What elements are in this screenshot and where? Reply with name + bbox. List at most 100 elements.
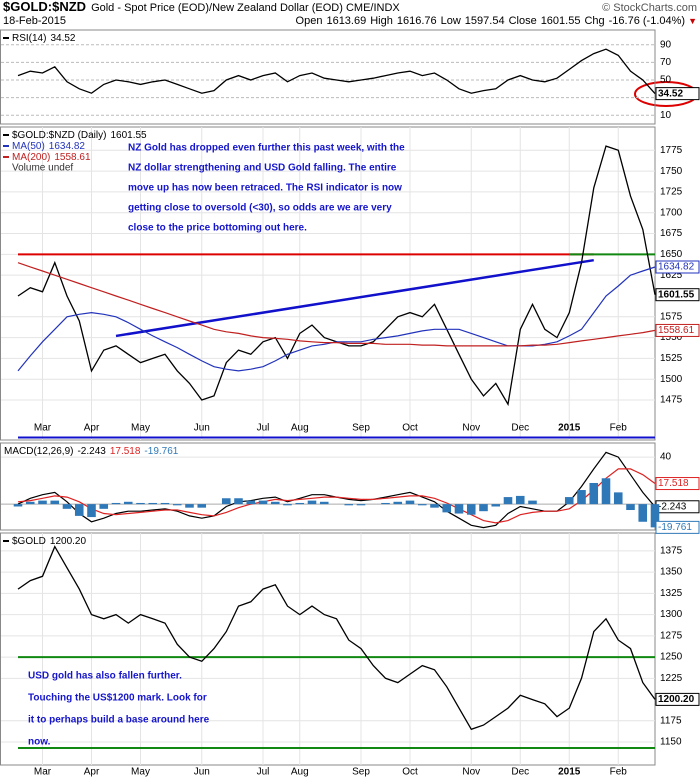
x-tick-label: May <box>131 767 150 778</box>
series-line <box>17 48 656 95</box>
y-tick-label: 1325 <box>660 588 683 599</box>
histogram-bar <box>87 504 96 518</box>
histogram-bar <box>185 504 194 508</box>
histogram-bar <box>626 504 635 511</box>
value-box <box>655 260 700 274</box>
annotation: USD gold has also fallen further. <box>28 671 182 682</box>
legend-value: -2.243 <box>77 446 106 457</box>
histogram-bar <box>234 498 243 505</box>
histogram-bar <box>123 501 133 505</box>
histogram-bar <box>295 502 305 505</box>
y-tick-label: 1175 <box>660 715 682 726</box>
y-tick-label: 1500 <box>660 374 683 385</box>
value-label: 1200.20 <box>658 694 695 705</box>
x-tick-label: Dec <box>511 423 529 434</box>
legend-value: 1200.20 <box>50 536 87 547</box>
legend-value: 1558.61 <box>54 152 91 163</box>
histogram-bar <box>38 500 47 505</box>
annotation: close to the price bottoming out here. <box>128 223 307 234</box>
value-box <box>655 477 700 491</box>
x-tick-label: May <box>131 423 150 434</box>
x-tick-label: Oct <box>402 423 418 434</box>
x-tick-label: Dec <box>511 767 529 778</box>
histogram-bar <box>25 501 35 505</box>
y-tick-label: 1775 <box>660 145 683 156</box>
histogram-bar <box>148 502 158 505</box>
x-tick-label: Apr <box>84 767 100 778</box>
value-box <box>655 323 700 337</box>
histogram-bar <box>393 501 403 505</box>
histogram-bar <box>62 504 72 509</box>
y-tick-label: 1300 <box>660 609 683 620</box>
legend-value: 1601.55 <box>110 130 147 141</box>
legend: RSI(14) 34.52 <box>12 33 76 44</box>
y-tick-label: 1525 <box>660 353 683 364</box>
value-label: 1558.61 <box>658 325 695 336</box>
legend-name: $GOLD:$NZD (Daily) <box>12 130 106 141</box>
histogram-bar <box>442 504 452 513</box>
histogram-bar <box>160 502 170 505</box>
histogram-bar <box>307 500 317 505</box>
legend: MA(50) 1634.82 <box>12 141 85 152</box>
histogram-bar <box>515 495 525 505</box>
header: $GOLD:$NZD Gold - Spot Price (EOD)/New Ze… <box>0 0 700 28</box>
histogram-bar <box>172 504 182 506</box>
value-box <box>655 520 700 534</box>
x-tick-label: Mar <box>34 423 52 434</box>
legend-value: 17.518 <box>110 446 141 457</box>
x-tick-label: Sep <box>352 423 370 434</box>
y-tick-label: 1750 <box>660 166 683 177</box>
quote-label: High <box>370 15 393 27</box>
histogram-bar <box>50 500 60 505</box>
x-tick-label: Aug <box>291 423 309 434</box>
quote-value: -16.76 (-1.04%) <box>608 15 686 27</box>
panel-frame <box>0 442 656 531</box>
y-tick-label: 1625 <box>660 270 683 281</box>
date: 18-Feb-2015 <box>3 15 66 27</box>
legend-name: MA(200) <box>12 152 50 163</box>
x-tick-label: Mar <box>34 767 52 778</box>
quote-value: 1613.69 <box>326 15 367 27</box>
legend-value: -19.761 <box>144 446 178 457</box>
y-tick-label: 1150 <box>660 737 682 748</box>
legend: MA(200) 1558.61 <box>12 152 91 163</box>
y-tick-label: 1700 <box>660 207 683 218</box>
histogram-bar <box>197 504 207 508</box>
histogram-bar <box>405 500 415 505</box>
header-row: 18-Feb-2015 Open 1613.69 High 1616.76 Low 159… <box>0 14 700 28</box>
legend-value: 34.52 <box>50 33 75 44</box>
x-tick-label: Aug <box>291 767 309 778</box>
y-tick-label: 40 <box>660 452 672 463</box>
y-tick-label: 1725 <box>660 187 683 198</box>
histogram-bar <box>136 502 145 505</box>
quote-label: Open <box>295 15 323 27</box>
x-tick-label: Sep <box>352 767 370 778</box>
histogram-bar <box>613 492 623 505</box>
histogram-bar <box>111 502 121 505</box>
histogram-bar <box>650 504 660 528</box>
symbol: $GOLD:$NZD <box>3 0 87 14</box>
value-box <box>655 87 700 101</box>
annotation: move up has now been retraced. The RSI i… <box>128 183 402 194</box>
header-title: $GOLD:$NZD Gold - Spot Price (EOD)/New Ze… <box>3 0 400 15</box>
series-line <box>17 468 656 524</box>
x-tick-label: 2015 <box>558 767 581 778</box>
y-tick-label: 1225 <box>660 673 683 684</box>
y-tick-label: 1575 <box>660 311 683 322</box>
legend-value: 1634.82 <box>49 141 86 152</box>
y-tick-label: 50 <box>660 75 672 86</box>
value-label: 1601.55 <box>658 289 695 300</box>
histogram-bar <box>319 501 329 505</box>
x-tick-label: Jun <box>194 423 210 434</box>
histogram-bar <box>577 490 586 505</box>
legend-swatch <box>3 156 9 158</box>
quote-label: Chg <box>584 15 605 27</box>
y-tick-label: 1375 <box>660 545 683 556</box>
legend: $GOLD:$NZD (Daily) 1601.55 <box>12 130 147 141</box>
y-tick-label: 1675 <box>660 228 683 239</box>
value-label: 1634.82 <box>658 262 695 273</box>
y-tick-label: 1275 <box>660 630 683 641</box>
histogram-bar <box>564 497 574 505</box>
histogram-bar <box>246 500 256 505</box>
histogram-bar <box>528 500 537 505</box>
